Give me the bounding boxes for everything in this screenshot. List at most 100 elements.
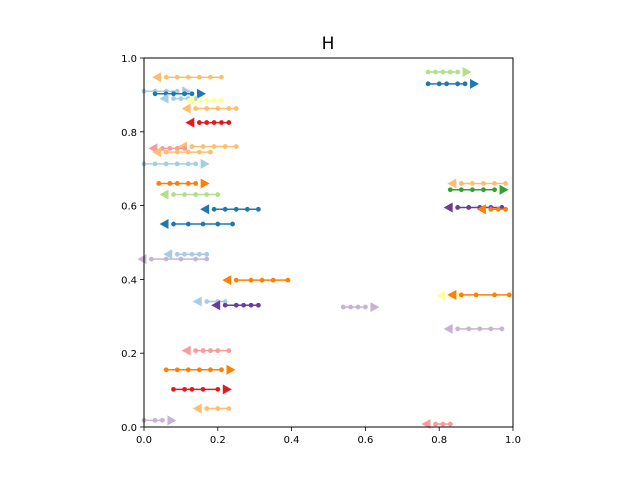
series-26 bbox=[425, 67, 472, 78]
y-tick-label: 1.0 bbox=[121, 54, 137, 65]
data-point bbox=[473, 292, 479, 298]
series-4 bbox=[185, 95, 224, 106]
data-point bbox=[174, 251, 180, 257]
series-29 bbox=[447, 184, 509, 195]
data-point bbox=[241, 302, 247, 308]
data-point bbox=[171, 91, 176, 97]
data-point bbox=[208, 149, 213, 155]
data-point bbox=[215, 386, 221, 392]
series-23 bbox=[171, 384, 232, 395]
data-point bbox=[193, 161, 199, 167]
data-point bbox=[447, 187, 453, 193]
arrow-head bbox=[436, 290, 446, 301]
data-point bbox=[447, 421, 453, 427]
data-point bbox=[185, 367, 191, 373]
data-point bbox=[208, 367, 213, 373]
data-point bbox=[440, 421, 446, 427]
data-point bbox=[152, 161, 158, 167]
data-point bbox=[340, 304, 346, 310]
y-tick-label: 0.2 bbox=[121, 349, 137, 360]
data-point bbox=[174, 149, 180, 155]
data-point bbox=[200, 221, 206, 227]
data-point bbox=[222, 299, 228, 304]
data-point bbox=[244, 206, 250, 212]
arrow-head bbox=[443, 323, 453, 334]
data-point bbox=[178, 96, 184, 101]
data-point bbox=[285, 277, 291, 283]
data-point bbox=[160, 146, 165, 151]
series-5 bbox=[181, 103, 239, 114]
series-12 bbox=[159, 189, 221, 200]
series-34 bbox=[443, 323, 505, 334]
data-point bbox=[189, 144, 195, 149]
data-point bbox=[215, 406, 221, 411]
data-point bbox=[208, 74, 213, 80]
data-point bbox=[211, 144, 217, 149]
data-point bbox=[196, 74, 202, 80]
data-point bbox=[167, 181, 173, 186]
data-point bbox=[204, 120, 210, 125]
data-point bbox=[466, 326, 472, 332]
data-point bbox=[174, 146, 180, 151]
data-point bbox=[215, 192, 221, 197]
data-point bbox=[492, 181, 497, 186]
data-point bbox=[200, 386, 206, 392]
data-point bbox=[182, 146, 187, 151]
arrow-head bbox=[185, 117, 195, 128]
data-point bbox=[182, 386, 187, 392]
series-9 bbox=[152, 147, 213, 158]
data-point bbox=[248, 302, 254, 308]
data-point bbox=[174, 161, 180, 167]
arrow-head bbox=[447, 178, 457, 189]
series-32 bbox=[436, 290, 461, 301]
series-22 bbox=[163, 364, 236, 375]
data-point bbox=[163, 161, 169, 167]
arrow-head bbox=[163, 249, 173, 260]
data-point bbox=[152, 417, 158, 423]
data-point bbox=[148, 256, 154, 262]
arrow-head bbox=[222, 275, 232, 286]
data-point bbox=[233, 144, 239, 149]
data-point bbox=[200, 144, 206, 149]
data-point bbox=[163, 256, 169, 262]
data-point bbox=[455, 81, 461, 87]
data-point bbox=[470, 181, 475, 186]
data-point bbox=[255, 206, 261, 212]
data-point bbox=[219, 367, 224, 373]
data-point bbox=[455, 69, 461, 75]
data-point bbox=[458, 292, 464, 298]
data-point bbox=[481, 181, 486, 186]
data-point bbox=[171, 386, 176, 392]
data-point bbox=[200, 348, 206, 354]
data-point bbox=[174, 74, 180, 80]
data-point bbox=[189, 386, 195, 392]
data-point bbox=[178, 256, 184, 262]
data-point bbox=[215, 221, 221, 227]
data-point bbox=[171, 96, 176, 101]
series-6 bbox=[185, 117, 232, 128]
data-point bbox=[163, 74, 169, 80]
series-8 bbox=[148, 143, 187, 154]
data-point bbox=[211, 206, 217, 212]
series-25 bbox=[192, 403, 232, 414]
data-point bbox=[182, 192, 187, 197]
data-point bbox=[193, 96, 199, 101]
data-point bbox=[204, 299, 210, 304]
data-point bbox=[492, 187, 497, 193]
data-point bbox=[171, 221, 176, 227]
data-point bbox=[477, 326, 483, 332]
series-0 bbox=[152, 72, 224, 83]
data-point bbox=[193, 348, 199, 354]
data-point bbox=[440, 69, 446, 75]
data-point bbox=[433, 421, 438, 427]
data-point bbox=[270, 277, 276, 283]
data-point bbox=[222, 302, 228, 308]
arrow-head bbox=[421, 419, 431, 430]
arrow-head bbox=[200, 158, 210, 169]
data-point bbox=[193, 181, 199, 186]
data-point bbox=[503, 206, 509, 212]
data-point bbox=[174, 367, 180, 373]
arrow-head bbox=[152, 147, 162, 158]
series-24 bbox=[141, 415, 177, 426]
data-point bbox=[174, 88, 180, 94]
